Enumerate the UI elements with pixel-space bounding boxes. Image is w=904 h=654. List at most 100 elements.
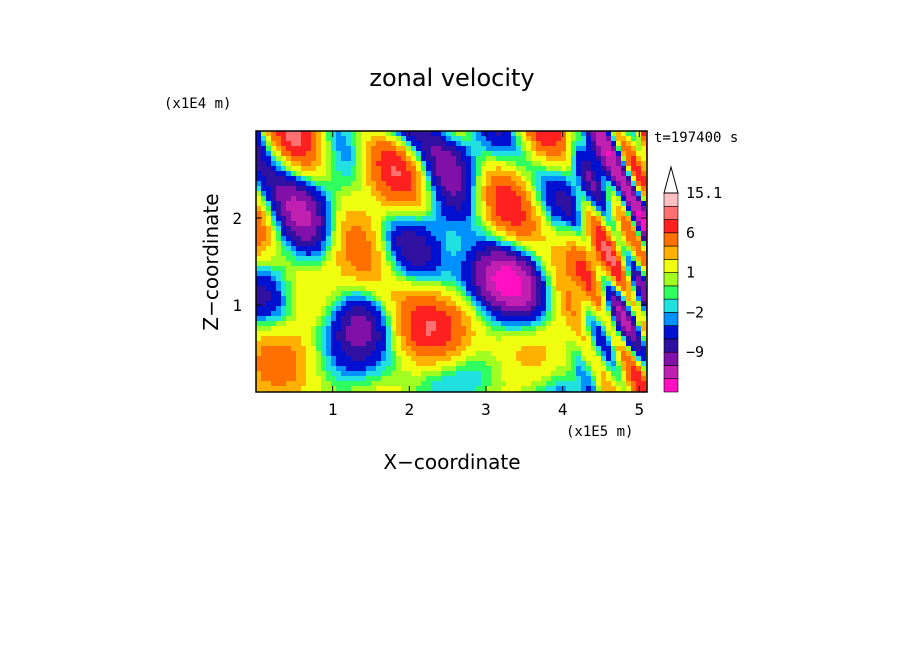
- field-cell: [386, 196, 391, 201]
- field-cell: [311, 381, 316, 386]
- field-cell: [496, 221, 501, 226]
- field-cell: [501, 306, 506, 311]
- field-cell: [566, 356, 571, 361]
- field-cell: [556, 356, 561, 361]
- field-cell: [411, 381, 416, 386]
- field-cell: [366, 131, 371, 136]
- field-cell: [381, 256, 386, 261]
- field-cell: [261, 256, 266, 261]
- field-cell: [391, 331, 396, 336]
- field-cell: [586, 336, 591, 341]
- field-cell: [391, 176, 396, 181]
- field-cell: [461, 186, 466, 191]
- field-cell: [331, 261, 336, 266]
- field-cell: [436, 146, 441, 151]
- field-cell: [416, 201, 421, 206]
- field-cell: [516, 201, 521, 206]
- field-cell: [556, 376, 561, 381]
- field-cell: [326, 161, 331, 166]
- field-cell: [631, 326, 636, 331]
- field-cell: [396, 281, 401, 286]
- field-cell: [316, 271, 321, 276]
- field-cell: [591, 376, 596, 381]
- field-cell: [596, 321, 601, 326]
- field-cell: [291, 136, 296, 141]
- field-cell: [331, 226, 336, 231]
- field-cell: [431, 131, 436, 136]
- field-cell: [501, 241, 506, 246]
- field-cell: [586, 316, 591, 321]
- field-cell: [381, 266, 386, 271]
- field-cell: [346, 301, 351, 306]
- field-cell: [416, 386, 421, 391]
- field-cell: [481, 331, 486, 336]
- field-cell: [541, 321, 546, 326]
- field-cell: [436, 386, 441, 391]
- field-cell: [566, 201, 571, 206]
- field-cell: [636, 311, 641, 316]
- field-cell: [486, 231, 491, 236]
- field-cell: [501, 176, 506, 181]
- field-cell: [481, 211, 486, 216]
- field-cell: [351, 141, 356, 146]
- field-cell: [351, 236, 356, 241]
- field-cell: [566, 151, 571, 156]
- field-cell: [406, 301, 411, 306]
- field-cell: [351, 191, 356, 196]
- field-cell: [301, 281, 306, 286]
- field-cell: [641, 366, 646, 371]
- field-cell: [571, 131, 576, 136]
- field-cell: [536, 201, 541, 206]
- field-cell: [311, 366, 316, 371]
- field-cell: [606, 221, 611, 226]
- field-cell: [416, 361, 421, 366]
- field-cell: [261, 246, 266, 251]
- field-cell: [586, 161, 591, 166]
- field-cell: [401, 341, 406, 346]
- field-cell: [576, 271, 581, 276]
- field-cell: [321, 366, 326, 371]
- field-cell: [486, 156, 491, 161]
- field-cell: [501, 206, 506, 211]
- field-cell: [456, 291, 461, 296]
- field-cell: [311, 241, 316, 246]
- field-cell: [386, 296, 391, 301]
- colorbar-label: 15.1: [686, 184, 722, 202]
- field-cell: [446, 186, 451, 191]
- field-cell: [566, 171, 571, 176]
- field-cell: [636, 186, 641, 191]
- field-cell: [346, 256, 351, 261]
- field-cell: [341, 196, 346, 201]
- field-cell: [466, 381, 471, 386]
- field-cell: [296, 346, 301, 351]
- field-cell: [476, 176, 481, 181]
- field-cell: [356, 361, 361, 366]
- field-cell: [321, 171, 326, 176]
- field-cell: [261, 231, 266, 236]
- field-cell: [411, 151, 416, 156]
- field-cell: [561, 351, 566, 356]
- field-cell: [641, 151, 646, 156]
- field-cell: [296, 201, 301, 206]
- field-cell: [496, 341, 501, 346]
- field-cell: [541, 301, 546, 306]
- field-cell: [416, 291, 421, 296]
- field-cell: [576, 166, 581, 171]
- field-cell: [421, 206, 426, 211]
- field-cell: [461, 356, 466, 361]
- field-cell: [411, 256, 416, 261]
- field-cell: [511, 246, 516, 251]
- field-cell: [386, 341, 391, 346]
- field-cell: [481, 181, 486, 186]
- field-cell: [331, 366, 336, 371]
- field-cell: [631, 266, 636, 271]
- field-cell: [311, 186, 316, 191]
- field-cell: [261, 361, 266, 366]
- field-cell: [576, 176, 581, 181]
- field-cell: [291, 281, 296, 286]
- field-cell: [536, 331, 541, 336]
- field-cell: [391, 366, 396, 371]
- field-cell: [451, 246, 456, 251]
- field-cell: [521, 201, 526, 206]
- field-cell: [286, 376, 291, 381]
